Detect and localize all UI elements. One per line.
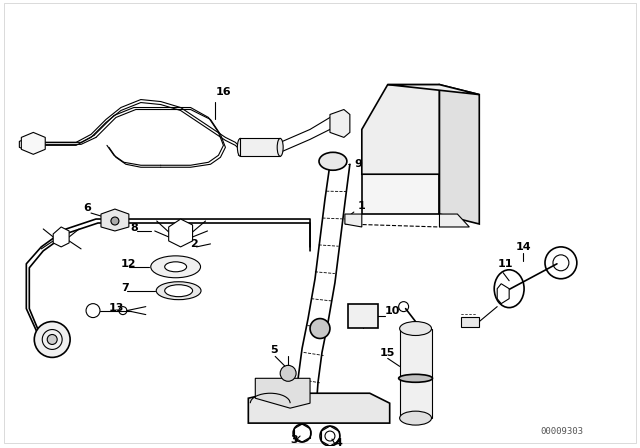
- Text: 8: 8: [131, 223, 139, 233]
- Circle shape: [35, 322, 70, 358]
- Text: 3: 3: [290, 435, 298, 445]
- Ellipse shape: [151, 256, 200, 278]
- Circle shape: [280, 366, 296, 381]
- Polygon shape: [345, 214, 362, 227]
- Ellipse shape: [156, 282, 201, 300]
- Bar: [241, 138, 280, 156]
- Ellipse shape: [164, 262, 187, 272]
- Text: 16: 16: [216, 86, 231, 97]
- Ellipse shape: [277, 138, 283, 156]
- Text: 2: 2: [191, 239, 198, 249]
- Text: 9: 9: [354, 159, 362, 169]
- Polygon shape: [169, 219, 193, 247]
- Text: 7: 7: [121, 283, 129, 293]
- Text: 13: 13: [109, 302, 124, 313]
- Text: 14: 14: [515, 242, 531, 252]
- Polygon shape: [362, 85, 440, 174]
- Text: 00009303: 00009303: [541, 427, 584, 436]
- Text: 5: 5: [270, 345, 278, 355]
- Text: 4: 4: [335, 438, 343, 448]
- Ellipse shape: [237, 138, 243, 156]
- Bar: [348, 304, 378, 327]
- Text: 11: 11: [497, 259, 513, 269]
- Polygon shape: [21, 133, 45, 154]
- Bar: [399, 328, 431, 418]
- Circle shape: [111, 217, 119, 225]
- Polygon shape: [440, 85, 479, 224]
- Text: 15: 15: [380, 349, 395, 358]
- Polygon shape: [248, 393, 390, 423]
- Ellipse shape: [319, 152, 347, 170]
- Polygon shape: [101, 209, 129, 231]
- Circle shape: [310, 319, 330, 339]
- Polygon shape: [440, 214, 469, 227]
- Polygon shape: [497, 284, 509, 304]
- Bar: [461, 317, 479, 327]
- Circle shape: [47, 335, 57, 345]
- Polygon shape: [255, 378, 310, 408]
- Ellipse shape: [399, 411, 431, 425]
- Polygon shape: [330, 109, 350, 138]
- Text: 1: 1: [358, 201, 365, 211]
- Polygon shape: [19, 138, 37, 151]
- Polygon shape: [53, 227, 69, 247]
- Text: 10: 10: [385, 306, 400, 315]
- Text: 12: 12: [121, 259, 136, 269]
- Ellipse shape: [164, 285, 193, 297]
- Ellipse shape: [399, 375, 433, 382]
- Ellipse shape: [399, 322, 431, 336]
- Polygon shape: [388, 85, 479, 95]
- Polygon shape: [362, 174, 440, 214]
- Text: 6: 6: [83, 203, 91, 213]
